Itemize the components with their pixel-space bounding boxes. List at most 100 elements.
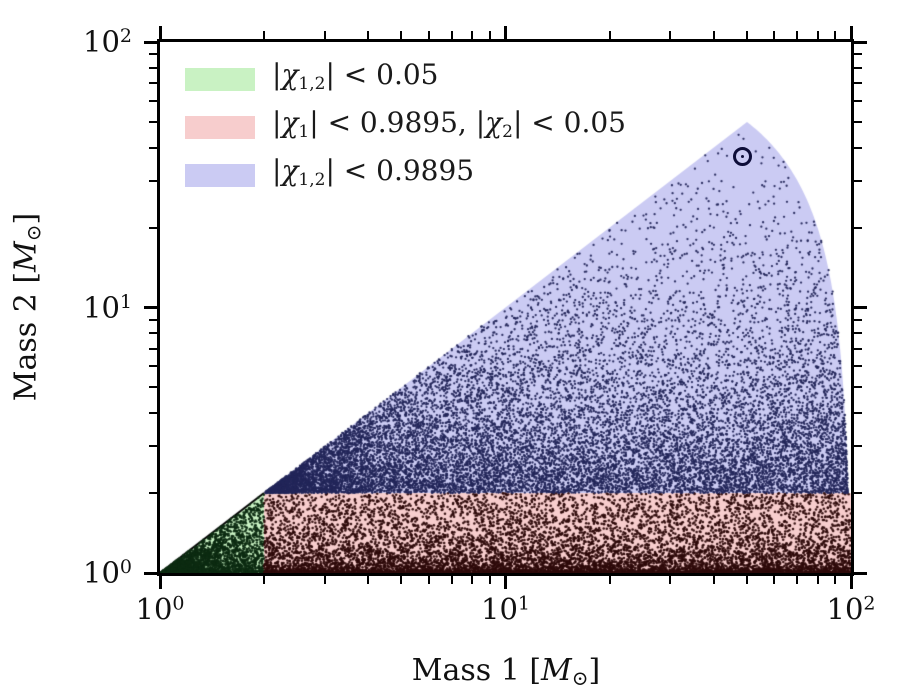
x-major-tick bbox=[504, 26, 507, 39]
y-minor-tick bbox=[149, 66, 157, 69]
legend-label-high-spin: |χ1,2| < 0.9895 bbox=[272, 153, 475, 191]
x-minor-tick bbox=[367, 31, 369, 39]
x-minor-tick bbox=[608, 576, 611, 584]
event-center-dot bbox=[740, 155, 744, 159]
y-minor-tick bbox=[854, 365, 862, 368]
x-minor-tick bbox=[263, 576, 265, 584]
y-minor-tick bbox=[854, 226, 862, 229]
x-minor-tick bbox=[796, 31, 799, 39]
y-title-symbol: M bbox=[8, 241, 44, 272]
y-minor-tick bbox=[149, 226, 157, 229]
y-minor-tick bbox=[149, 99, 157, 102]
x-minor-tick bbox=[400, 31, 403, 39]
x-minor-tick bbox=[745, 576, 748, 584]
y-major-tick bbox=[144, 306, 157, 309]
x-minor-tick bbox=[471, 31, 474, 39]
x-title-symbol: M bbox=[541, 653, 572, 688]
y-major-tick bbox=[854, 40, 867, 44]
y-major-tick bbox=[854, 306, 867, 309]
x-axis-title: Mass 1 [M⊙] bbox=[412, 653, 600, 690]
x-minor-tick bbox=[323, 576, 326, 584]
y-minor-tick bbox=[149, 318, 157, 321]
y-minor-tick bbox=[149, 120, 157, 123]
y-minor-tick bbox=[149, 82, 157, 85]
x-major-tick bbox=[849, 576, 853, 589]
legend-swatch-green bbox=[185, 68, 255, 91]
legend-swatch-pink bbox=[185, 116, 255, 139]
y-minor-tick bbox=[854, 53, 862, 56]
y-minor-tick bbox=[854, 386, 862, 389]
y-minor-tick bbox=[149, 492, 157, 495]
y-minor-tick bbox=[854, 412, 862, 415]
y-minor-tick bbox=[149, 53, 157, 56]
event-circle-marker bbox=[732, 147, 752, 167]
x-title-text: Mass 1 [ bbox=[411, 653, 542, 688]
x-minor-tick bbox=[773, 31, 776, 39]
y-minor-tick bbox=[149, 332, 157, 335]
x-minor-tick bbox=[488, 31, 491, 39]
y-minor-tick bbox=[149, 386, 157, 389]
y-minor-tick bbox=[149, 445, 157, 448]
legend: |χ1,2| < 0.05 |χ1| < 0.9895, |χ2| < 0.05… bbox=[185, 60, 626, 212]
y-axis-title: Mass 2 [M⊙] bbox=[9, 213, 46, 401]
legend-row-mixed-spin: |χ1| < 0.9895, |χ2| < 0.05 bbox=[185, 108, 626, 142]
x-tick-label: 100 bbox=[135, 592, 185, 626]
x-minor-tick bbox=[427, 576, 430, 584]
legend-label-mixed-spin: |χ1| < 0.9895, |χ2| < 0.05 bbox=[272, 105, 626, 143]
y-major-tick bbox=[854, 571, 867, 575]
y-minor-tick bbox=[854, 66, 862, 69]
y-minor-tick bbox=[854, 445, 862, 448]
x-minor-tick bbox=[263, 31, 265, 39]
y-minor-tick bbox=[854, 332, 862, 335]
y-minor-tick bbox=[854, 318, 862, 321]
y-minor-tick bbox=[149, 412, 157, 415]
x-minor-tick bbox=[471, 576, 474, 584]
x-minor-tick bbox=[773, 576, 776, 584]
x-title-close: ] bbox=[588, 653, 601, 688]
x-minor-tick bbox=[323, 31, 326, 39]
legend-swatch-blue bbox=[185, 164, 255, 187]
x-minor-tick bbox=[834, 31, 837, 39]
y-minor-tick bbox=[149, 347, 157, 350]
x-minor-tick bbox=[669, 31, 672, 39]
y-major-tick bbox=[144, 571, 157, 575]
x-minor-tick bbox=[745, 31, 748, 39]
x-minor-tick bbox=[816, 31, 819, 39]
x-major-tick bbox=[504, 576, 507, 589]
x-minor-tick bbox=[367, 576, 369, 584]
x-minor-tick bbox=[608, 31, 611, 39]
y-minor-tick bbox=[854, 99, 862, 102]
x-major-tick bbox=[158, 26, 162, 39]
y-tick-label: 100 bbox=[83, 555, 132, 590]
y-minor-tick bbox=[854, 179, 862, 182]
x-minor-tick bbox=[450, 31, 453, 39]
y-minor-tick bbox=[149, 146, 157, 149]
x-minor-tick bbox=[488, 576, 491, 584]
y-minor-tick bbox=[854, 82, 862, 85]
legend-row-low-spin: |χ1,2| < 0.05 bbox=[185, 60, 626, 94]
x-tick-label: 102 bbox=[826, 592, 876, 626]
x-minor-tick bbox=[669, 576, 672, 584]
x-minor-tick bbox=[796, 576, 799, 584]
y-tick-label: 102 bbox=[83, 24, 132, 59]
y-minor-tick bbox=[854, 347, 862, 350]
y-minor-tick bbox=[854, 492, 862, 495]
y-title-close: ] bbox=[8, 212, 44, 225]
legend-label-low-spin: |χ1,2| < 0.05 bbox=[272, 57, 439, 95]
y-minor-tick bbox=[149, 365, 157, 368]
x-tick-label: 101 bbox=[481, 592, 530, 626]
y-minor-tick bbox=[149, 179, 157, 182]
legend-row-high-spin: |χ1,2| < 0.9895 bbox=[185, 156, 626, 190]
x-minor-tick bbox=[450, 576, 453, 584]
y-major-tick bbox=[144, 40, 157, 44]
x-minor-tick bbox=[712, 576, 715, 584]
y-minor-tick bbox=[854, 120, 862, 123]
y-minor-tick bbox=[854, 146, 862, 149]
sun-symbol: ⊙ bbox=[571, 666, 589, 690]
x-major-tick bbox=[158, 576, 162, 589]
y-tick-label: 101 bbox=[83, 289, 132, 324]
sun-symbol: ⊙ bbox=[21, 224, 46, 242]
x-minor-tick bbox=[712, 31, 715, 39]
x-minor-tick bbox=[400, 576, 403, 584]
